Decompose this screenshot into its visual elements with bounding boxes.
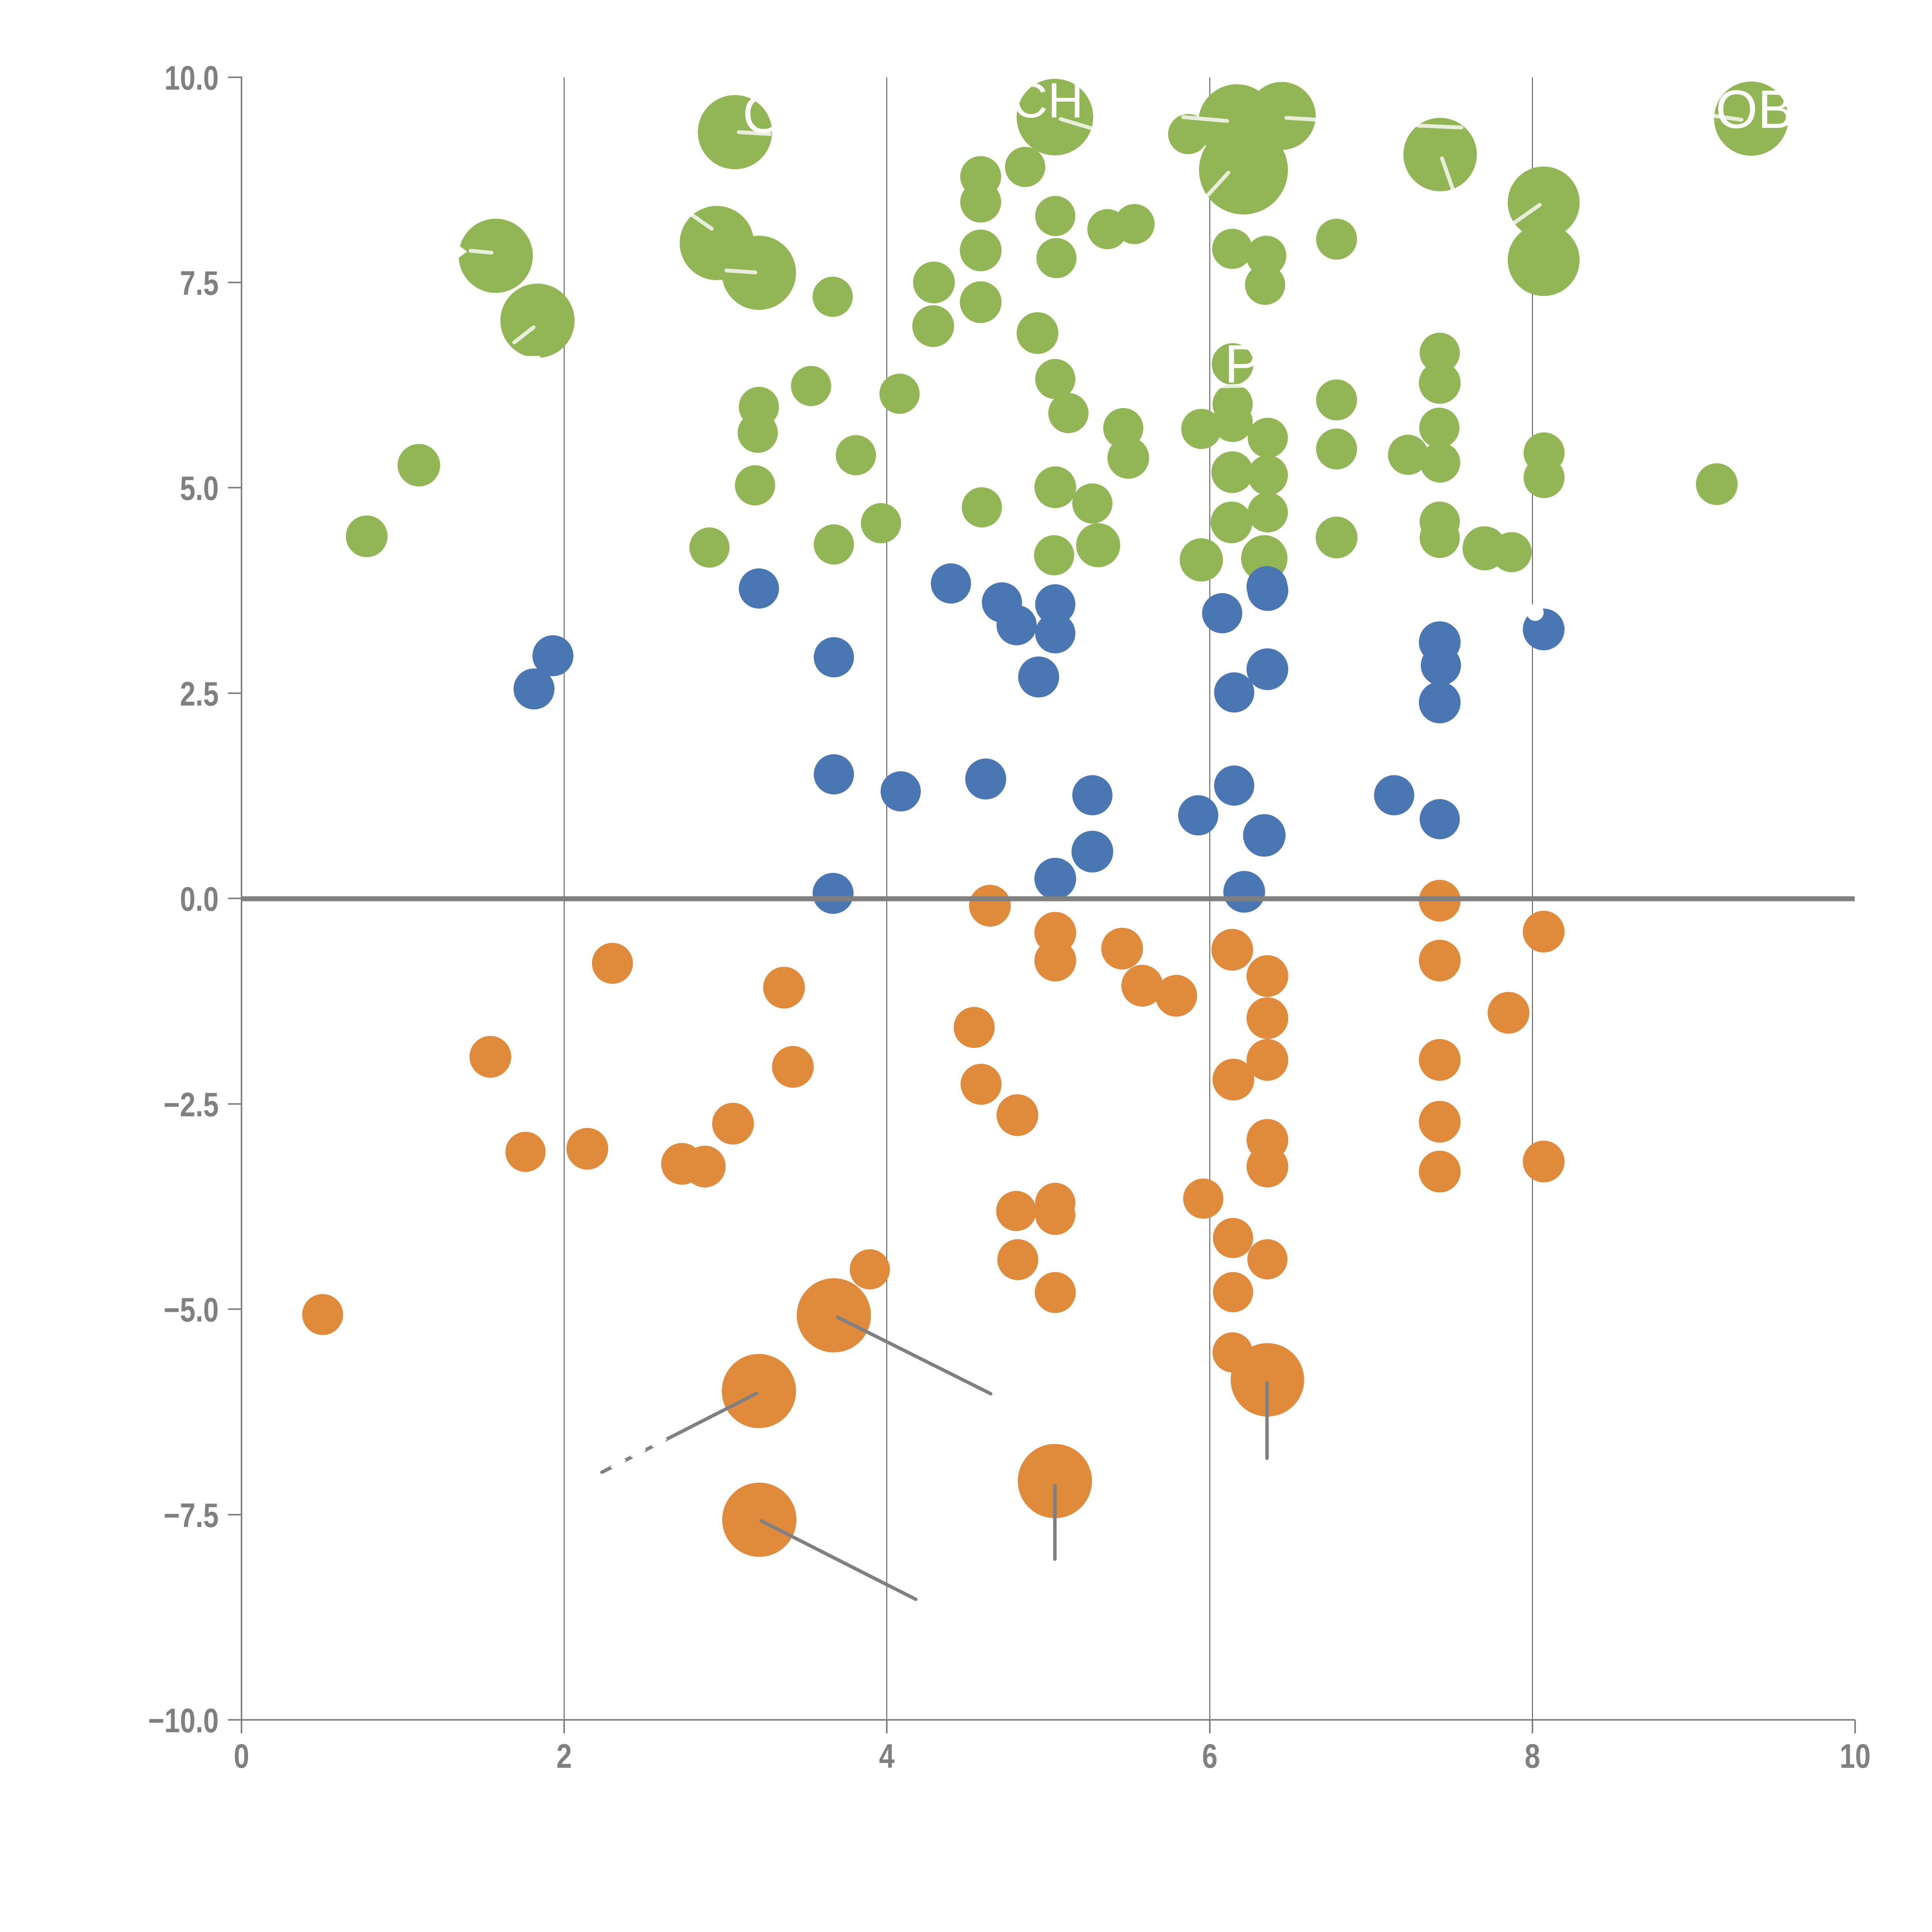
- svg-text:−7.5: −7.5: [164, 1497, 219, 1534]
- svg-text:4: 4: [879, 1737, 895, 1775]
- svg-text:−5.0: −5.0: [164, 1291, 219, 1329]
- svg-text:7.5: 7.5: [180, 264, 219, 302]
- svg-text:O: O: [743, 83, 785, 144]
- svg-text:5.0: 5.0: [180, 469, 219, 507]
- svg-text:P: P: [1225, 333, 1260, 394]
- svg-text:6: 6: [1202, 1737, 1218, 1775]
- svg-text:CH: CH: [1012, 73, 1083, 128]
- svg-text:2: 2: [556, 1737, 572, 1775]
- svg-text:−10.0: −10.0: [148, 1702, 219, 1740]
- svg-text:0: 0: [234, 1737, 249, 1775]
- svg-text:OB: OB: [1716, 79, 1794, 139]
- svg-text:10: 10: [1840, 1737, 1871, 1775]
- svg-text:2.5: 2.5: [180, 675, 219, 713]
- svg-text:10.0: 10.0: [165, 59, 219, 97]
- svg-text:0.0: 0.0: [180, 880, 219, 918]
- svg-text:−2.5: −2.5: [164, 1086, 219, 1124]
- svg-text:8: 8: [1525, 1737, 1540, 1775]
